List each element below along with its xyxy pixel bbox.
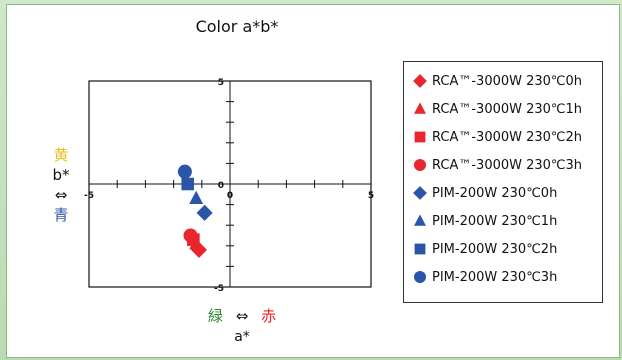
x-green-label: 緑 (207, 307, 223, 325)
axes-layer (88, 80, 372, 288)
y-yellow-label: 黄 (53, 146, 69, 164)
y-arrow-icon: ⇔ (54, 186, 68, 204)
x-arrow-icon: ⇔ (235, 307, 249, 325)
legend-label: PIM-200W 230℃2h (432, 241, 558, 257)
y-axis-label: b* (52, 166, 70, 184)
legend-item: RCA™-3000W 230℃1h (412, 98, 582, 120)
y-tick-label: 5 (218, 78, 224, 88)
legend-label: PIM-200W 230℃0h (432, 185, 558, 201)
legend-marker-circle-icon (414, 271, 426, 283)
legend-item: RCA™-3000W 230℃3h (412, 154, 582, 176)
chart-title: Color a*b* (195, 17, 279, 36)
data-point-diamond (190, 241, 208, 258)
legend-item: PIM-200W 230℃2h (412, 238, 557, 260)
data-points (177, 164, 213, 258)
legend-marker-shape (413, 186, 427, 200)
chart-panel: Color a*b* -5 0 5 5 0 -5 黄 b* ⇔ 青 緑 ⇔ 赤 a* RC… (6, 4, 620, 358)
legend-marker-diamond-icon (413, 74, 427, 88)
legend-marker-diamond-icon (413, 186, 427, 200)
legend-marker-shape (414, 243, 426, 255)
x-tick-label: 5 (368, 191, 374, 201)
legend-label: RCA™-3000W 230℃0h (432, 73, 583, 89)
y-blue-label: 青 (53, 206, 69, 224)
legend-marker-triangle-icon (414, 102, 426, 114)
legend-label: RCA™-3000W 230℃3h (432, 157, 583, 173)
legend-item: RCA™-3000W 230℃2h (412, 126, 582, 148)
legend-marker-shape (414, 102, 426, 114)
tick-labels: -5 0 5 5 0 -5 (84, 78, 374, 294)
x-red-label: 赤 (261, 307, 277, 325)
y-tick-label: -5 (214, 284, 224, 294)
legend-label: PIM-200W 230℃3h (432, 269, 558, 285)
legend-marker-shape (413, 74, 427, 88)
data-point-square (181, 177, 194, 191)
legend-label: RCA™-3000W 230℃1h (432, 101, 583, 117)
legend-marker-shape (414, 271, 426, 283)
x-tick-label: 0 (227, 191, 233, 201)
legend-label: RCA™-3000W 230℃2h (432, 129, 583, 145)
x-axis-annotation: 緑 ⇔ 赤 (187, 305, 297, 326)
data-point-circle (177, 164, 192, 179)
legend-marker-square-icon (414, 131, 426, 143)
y-tick-label: 0 (218, 181, 224, 191)
legend-marker-square-icon (414, 243, 426, 255)
legend-marker-shape (414, 214, 426, 226)
legend-marker-shape (414, 159, 426, 171)
data-point-circle (183, 228, 198, 243)
legend-label: PIM-200W 230℃1h (432, 213, 558, 229)
legend-item: RCA™-3000W 230℃0h (412, 70, 582, 92)
legend-marker-triangle-icon (414, 214, 426, 226)
legend-marker-circle-icon (414, 159, 426, 171)
legend-item: PIM-200W 230℃1h (412, 210, 557, 232)
scatter-plot: -5 0 5 5 0 -5 (84, 78, 374, 294)
y-axis-annotation: 黄 b* ⇔ 青 (49, 145, 73, 225)
x-axis-label: a* (234, 329, 250, 345)
x-tick-label: -5 (84, 191, 94, 201)
legend-marker-shape (414, 131, 426, 143)
legend: RCA™-3000W 230℃0h RCA™-3000W 230℃1h RCA™-3… (403, 61, 603, 303)
data-point-diamond (196, 204, 213, 221)
legend-item: PIM-200W 230℃0h (412, 182, 557, 204)
legend-item: PIM-200W 230℃3h (412, 266, 557, 288)
data-point-triangle (189, 190, 204, 205)
